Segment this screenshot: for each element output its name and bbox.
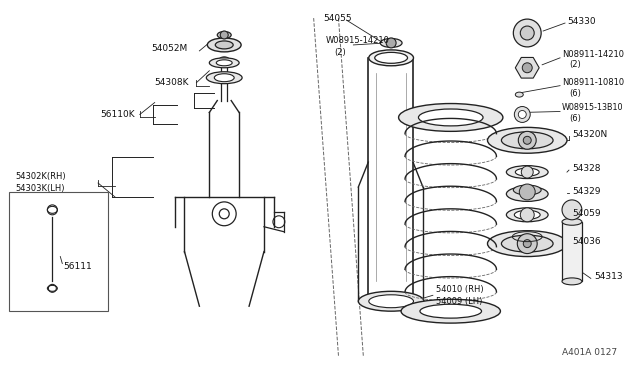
Bar	[562, 222, 582, 281]
Ellipse shape	[216, 60, 232, 66]
Ellipse shape	[419, 109, 483, 126]
Circle shape	[524, 240, 531, 248]
Text: (2): (2)	[569, 60, 580, 69]
Text: 54330: 54330	[567, 17, 596, 26]
Ellipse shape	[206, 72, 242, 84]
Circle shape	[386, 38, 396, 48]
Circle shape	[520, 26, 534, 40]
Circle shape	[517, 234, 537, 254]
Text: 54329: 54329	[572, 187, 600, 196]
Bar	[9, 192, 108, 311]
Circle shape	[562, 200, 582, 220]
Circle shape	[518, 110, 526, 118]
Ellipse shape	[562, 218, 582, 225]
Ellipse shape	[488, 231, 567, 257]
Ellipse shape	[358, 291, 424, 311]
Text: 54009 (LH): 54009 (LH)	[436, 297, 482, 306]
Circle shape	[519, 184, 535, 200]
Text: N08911-10810: N08911-10810	[562, 78, 624, 87]
Text: 54036: 54036	[572, 237, 600, 246]
Ellipse shape	[420, 304, 481, 318]
Text: 54328: 54328	[572, 164, 600, 173]
Ellipse shape	[220, 57, 229, 63]
Circle shape	[522, 166, 533, 178]
Ellipse shape	[515, 92, 524, 97]
Polygon shape	[515, 57, 539, 78]
Text: 56110K: 56110K	[100, 110, 134, 119]
Ellipse shape	[506, 186, 548, 201]
Circle shape	[522, 63, 532, 73]
Text: N08911-14210: N08911-14210	[562, 50, 624, 60]
Text: (6): (6)	[569, 114, 581, 123]
Ellipse shape	[515, 168, 539, 176]
Text: W08915-13B10: W08915-13B10	[562, 103, 623, 112]
Ellipse shape	[209, 58, 239, 68]
Ellipse shape	[217, 32, 231, 38]
Circle shape	[515, 106, 530, 122]
Text: 54059: 54059	[572, 209, 600, 218]
Text: 54302K(RH): 54302K(RH)	[15, 171, 66, 180]
Text: (6): (6)	[569, 89, 581, 98]
Ellipse shape	[488, 127, 567, 153]
Ellipse shape	[369, 50, 413, 66]
Circle shape	[524, 136, 531, 144]
Ellipse shape	[501, 235, 553, 252]
Ellipse shape	[214, 74, 234, 82]
Circle shape	[520, 208, 534, 222]
Ellipse shape	[399, 103, 503, 131]
Ellipse shape	[515, 210, 540, 219]
Text: 56111: 56111	[63, 262, 92, 271]
Ellipse shape	[501, 132, 553, 149]
Text: 54052M: 54052M	[152, 44, 188, 54]
Text: (2): (2)	[335, 48, 346, 57]
Text: 54313: 54313	[594, 272, 623, 281]
Text: 54055: 54055	[324, 14, 352, 23]
Text: 54320N: 54320N	[572, 130, 607, 139]
Text: 54010 (RH): 54010 (RH)	[436, 285, 483, 294]
Text: W08915-14210: W08915-14210	[326, 36, 390, 45]
Ellipse shape	[562, 278, 582, 285]
Ellipse shape	[380, 38, 402, 47]
Ellipse shape	[369, 295, 413, 308]
Ellipse shape	[207, 38, 241, 52]
Ellipse shape	[375, 52, 408, 63]
Ellipse shape	[401, 299, 500, 323]
Ellipse shape	[506, 166, 548, 179]
Ellipse shape	[513, 185, 541, 195]
Text: 54308K: 54308K	[155, 78, 189, 87]
Circle shape	[518, 131, 536, 149]
Circle shape	[220, 31, 228, 39]
Circle shape	[513, 19, 541, 47]
Text: 54303K(LH): 54303K(LH)	[15, 185, 65, 193]
Text: A401A 0127: A401A 0127	[561, 349, 617, 357]
Ellipse shape	[506, 208, 548, 222]
Ellipse shape	[215, 41, 233, 49]
